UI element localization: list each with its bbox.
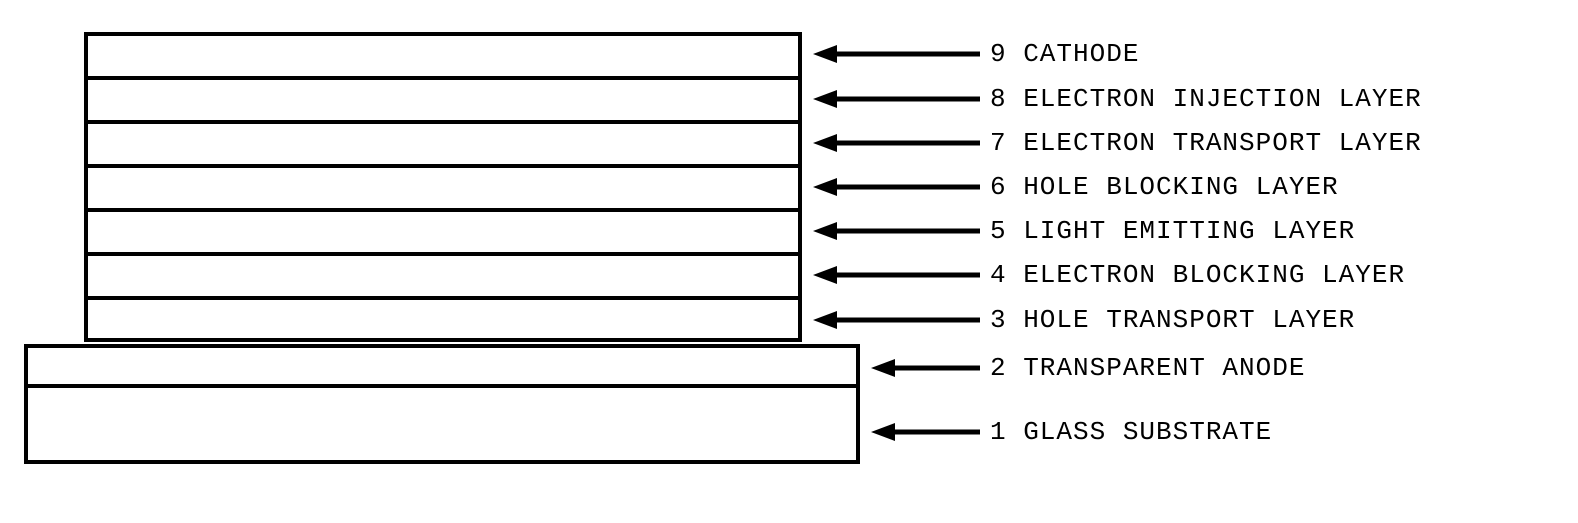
arrow-layer-1 <box>869 419 984 445</box>
label-layer-6: 6 HOLE BLOCKING LAYER <box>990 172 1339 202</box>
label-layer-7: 7 ELECTRON TRANSPORT LAYER <box>990 128 1422 158</box>
arrow-layer-6 <box>811 174 984 200</box>
label-layer-1: 1 GLASS SUBSTRATE <box>990 417 1272 447</box>
arrow-layer-9 <box>811 41 984 67</box>
arrow-layer-5 <box>811 218 984 244</box>
layer-2 <box>24 344 860 384</box>
layer-3 <box>84 296 802 342</box>
layer-6 <box>84 164 802 208</box>
label-layer-3: 3 HOLE TRANSPORT LAYER <box>990 305 1355 335</box>
diagram-canvas: 9 CATHODE 8 ELECTRON INJECTION LAYER 7 ELE… <box>0 0 1578 523</box>
arrow-layer-7 <box>811 130 984 156</box>
layer-5 <box>84 208 802 252</box>
arrow-layer-4 <box>811 262 984 288</box>
layer-8 <box>84 76 802 120</box>
label-layer-9: 9 CATHODE <box>990 39 1139 69</box>
layer-7 <box>84 120 802 164</box>
arrow-layer-2 <box>869 355 984 381</box>
layer-4 <box>84 252 802 296</box>
layer-1 <box>24 384 860 464</box>
arrow-layer-3 <box>811 307 984 333</box>
label-layer-5: 5 LIGHT EMITTING LAYER <box>990 216 1355 246</box>
arrow-layer-8 <box>811 86 984 112</box>
label-layer-2: 2 TRANSPARENT ANODE <box>990 353 1305 383</box>
label-layer-8: 8 ELECTRON INJECTION LAYER <box>990 84 1422 114</box>
layer-9 <box>84 32 802 76</box>
label-layer-4: 4 ELECTRON BLOCKING LAYER <box>990 260 1405 290</box>
